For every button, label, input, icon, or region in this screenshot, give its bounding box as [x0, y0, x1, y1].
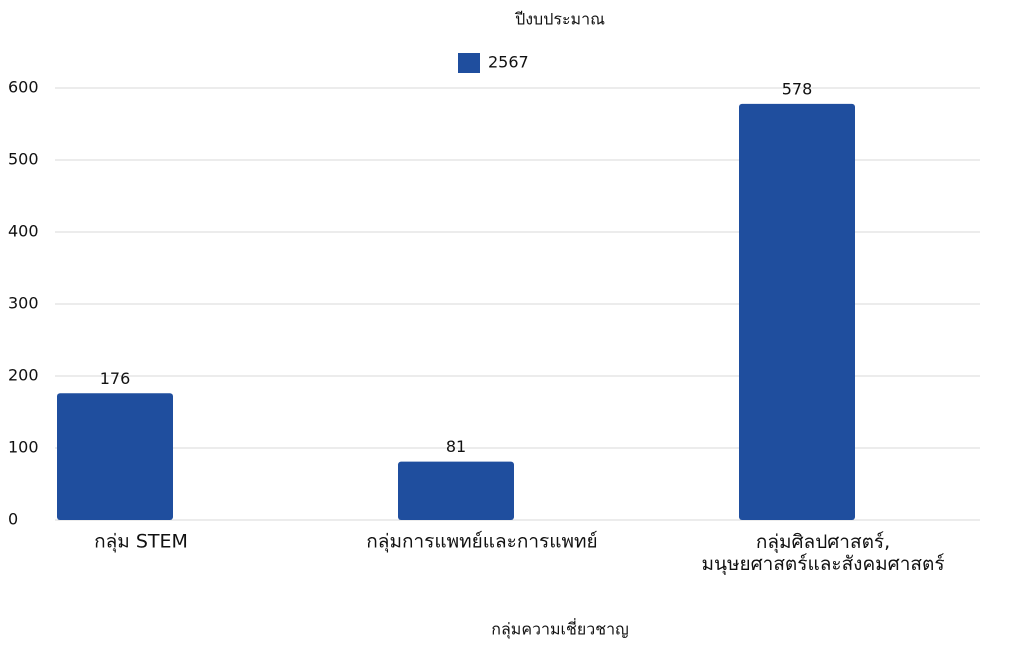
x-axis-label: กลุ่มความเชี่ยวชาญ [491, 618, 628, 640]
x-tick-label: กลุ่มการแพทย์และการแพทย์ [366, 531, 597, 554]
x-tick-label: กลุ่มศิลปศาสตร์,มนุษยศาสตร์และสังคมศาสตร… [701, 531, 944, 576]
legend-swatch [458, 53, 480, 73]
chart-title: ปีงบประมาณ [515, 10, 605, 29]
y-tick-label: 300 [8, 294, 39, 313]
bar [57, 393, 173, 520]
y-tick-label: 0 [8, 510, 18, 529]
bar [398, 461, 514, 520]
y-tick-label: 500 [8, 150, 39, 169]
bar [739, 103, 855, 520]
data-label: 578 [782, 79, 813, 98]
data-label: 81 [446, 437, 466, 456]
y-tick-label: 400 [8, 222, 39, 241]
y-tick-label: 600 [8, 78, 39, 97]
y-tick-label: 200 [8, 366, 39, 385]
data-label: 176 [100, 369, 131, 388]
y-tick-label: 100 [8, 438, 39, 457]
x-tick-label: กลุ่ม STEM [94, 531, 188, 554]
legend-label: 2567 [488, 53, 529, 72]
